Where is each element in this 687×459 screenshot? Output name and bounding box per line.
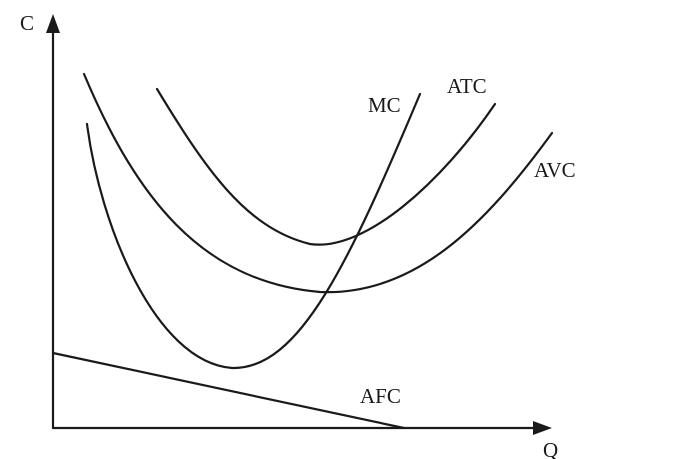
- y-axis-label: C: [20, 11, 34, 35]
- x-axis-arrowhead: [533, 421, 552, 435]
- atc-label: ATC: [447, 74, 487, 98]
- mc-curve: [85, 92, 422, 370]
- avc-label: AVC: [534, 158, 576, 182]
- afc-curve: [51, 351, 406, 430]
- x-axis-label: Q: [543, 438, 558, 459]
- y-axis-arrowhead: [46, 14, 60, 33]
- atc-curve: [155, 87, 497, 246]
- mc-label: MC: [368, 93, 401, 117]
- avc-curve: [82, 72, 554, 294]
- afc-label: AFC: [360, 384, 401, 408]
